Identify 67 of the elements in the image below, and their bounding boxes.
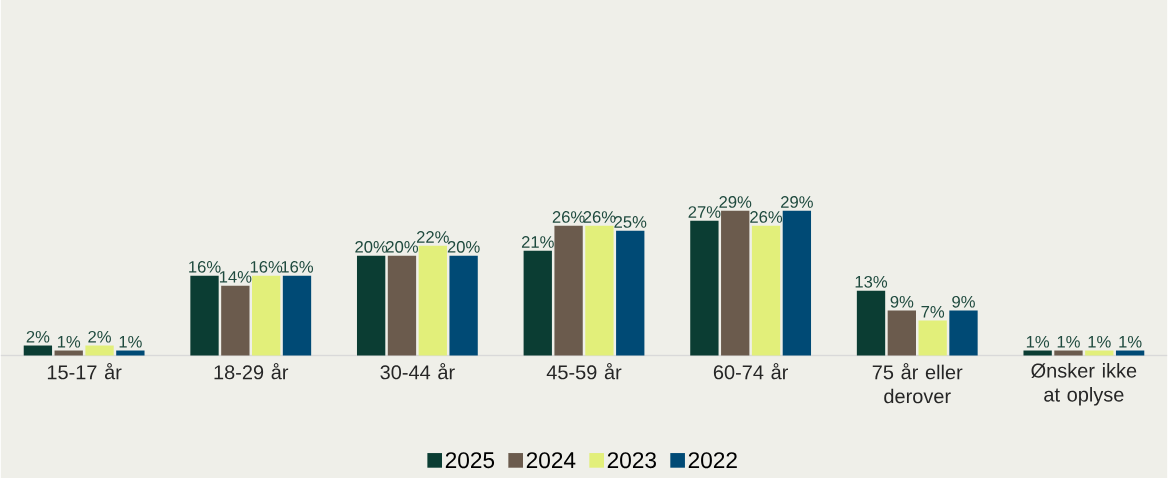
data-label: 16% — [189, 260, 221, 273]
bar — [782, 210, 812, 356]
bar — [449, 255, 478, 356]
bar — [751, 225, 781, 356]
bar — [721, 210, 750, 356]
bar — [949, 310, 978, 356]
data-label: 26% — [583, 211, 616, 223]
data-label: 26% — [552, 211, 585, 223]
data-label: 2% — [26, 330, 50, 343]
bar — [54, 350, 83, 356]
data-label: 7% — [921, 306, 945, 318]
data-label: 26% — [750, 211, 783, 223]
data-label: 1% — [57, 335, 81, 348]
data-label: 16% — [250, 260, 283, 273]
legend-label: 2025 — [445, 452, 495, 469]
x-tick-label: 15-17 år — [47, 363, 122, 380]
x-tick-label: 75 år eller derover — [872, 363, 963, 404]
data-label: 21% — [521, 236, 554, 248]
data-label: 29% — [781, 196, 813, 208]
x-tick-label: 45-59 år — [546, 363, 622, 380]
data-label: 1% — [1026, 335, 1050, 348]
bar — [85, 345, 114, 356]
bar — [282, 275, 312, 356]
data-label: 1% — [119, 335, 142, 348]
bar — [221, 285, 250, 356]
bar — [1023, 350, 1052, 356]
bar — [1085, 350, 1114, 356]
x-tick-label: 60-74 år — [713, 363, 789, 380]
data-label: 1% — [1119, 335, 1142, 348]
bar — [252, 275, 281, 356]
bar — [1115, 350, 1145, 356]
bar — [23, 345, 53, 356]
legend-label: 2024 — [526, 452, 576, 469]
x-tick-label: 18-29 år — [214, 363, 289, 380]
bar — [554, 225, 583, 356]
data-label: 16% — [281, 260, 314, 273]
data-label: 2% — [88, 330, 111, 343]
data-label: 9% — [890, 295, 914, 308]
data-label: 1% — [1088, 335, 1111, 348]
data-label: 14% — [219, 271, 252, 283]
bar — [690, 220, 719, 356]
data-label: 22% — [416, 231, 449, 243]
bar — [387, 255, 417, 356]
data-label: 29% — [719, 196, 752, 208]
x-tick-label: Ønsker ikke at oplyse — [1031, 363, 1137, 406]
bar — [856, 290, 886, 356]
x-tick-label: 30-44 år — [380, 363, 455, 380]
data-label: 20% — [386, 241, 419, 253]
data-label: 20% — [355, 241, 388, 253]
legend-label: 2023 — [607, 452, 656, 469]
bar — [190, 275, 219, 356]
data-label: 27% — [688, 206, 721, 218]
data-label: 13% — [855, 275, 888, 288]
data-label: 25% — [614, 216, 647, 228]
bar — [616, 230, 645, 356]
bar — [523, 250, 552, 356]
data-label: 9% — [952, 295, 975, 308]
data-label: 20% — [447, 241, 480, 253]
bar — [356, 255, 386, 356]
bar — [585, 225, 614, 356]
bar — [887, 310, 916, 356]
data-label: 1% — [1057, 335, 1080, 348]
bar — [918, 320, 947, 356]
bar — [418, 245, 447, 356]
bar — [116, 350, 145, 356]
legend-label: 2022 — [688, 452, 737, 469]
bar — [1054, 350, 1083, 356]
